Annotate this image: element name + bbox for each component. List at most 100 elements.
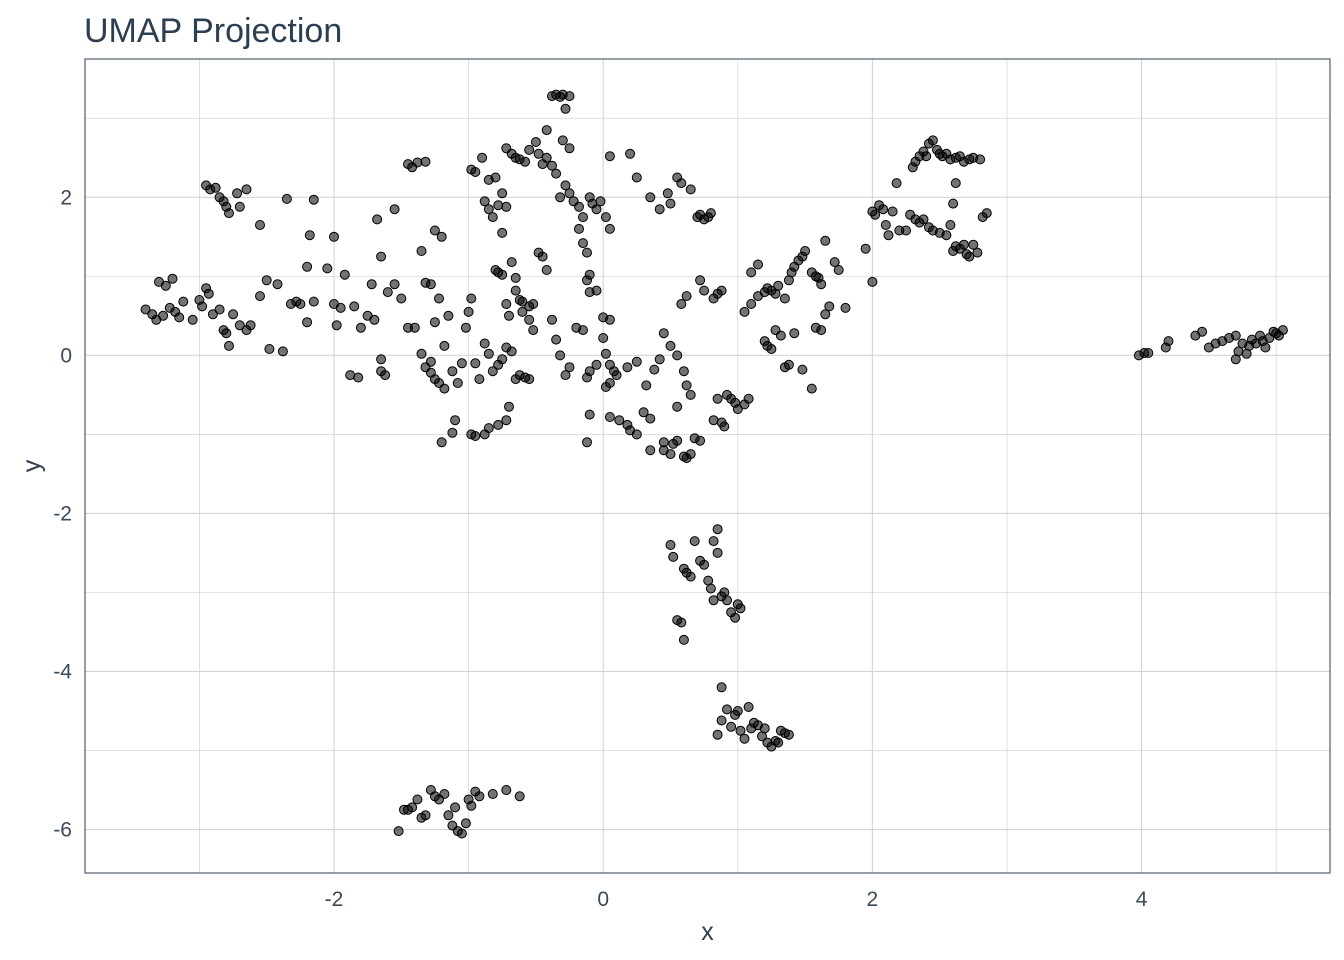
data-point <box>474 791 485 802</box>
y-tick-label: 0 <box>60 344 72 367</box>
data-point <box>302 261 313 272</box>
data-point <box>699 285 710 296</box>
data-point <box>766 344 777 354</box>
data-point <box>564 91 575 102</box>
data-point <box>870 209 881 220</box>
data-point <box>551 334 562 345</box>
data-point <box>708 595 719 606</box>
data-point <box>732 706 743 716</box>
plot-panel-border <box>84 58 1331 874</box>
data-point <box>207 309 218 320</box>
data-point <box>308 296 319 307</box>
data-point <box>739 306 750 317</box>
data-point <box>547 160 557 171</box>
data-point <box>555 192 566 203</box>
data-point <box>695 275 706 286</box>
data-point <box>964 251 975 262</box>
data-point <box>369 314 380 325</box>
data-point <box>958 239 969 250</box>
data-point <box>840 302 851 313</box>
data-point <box>941 230 952 241</box>
data-point <box>514 791 525 802</box>
data-point <box>595 196 606 207</box>
data-point <box>541 265 552 275</box>
data-point <box>746 299 757 309</box>
data-point <box>600 348 611 359</box>
data-point <box>705 583 716 594</box>
data-point <box>860 243 871 254</box>
data-point <box>685 184 696 195</box>
data-point <box>676 178 687 189</box>
data-point <box>732 404 743 415</box>
data-point <box>950 178 961 189</box>
data-point <box>719 587 730 598</box>
data-point <box>466 293 477 304</box>
data-point <box>726 721 737 732</box>
data-point <box>224 208 234 219</box>
data-point <box>584 366 595 377</box>
data-point <box>530 137 541 147</box>
data-point <box>735 603 746 614</box>
data-point <box>466 800 477 811</box>
data-point <box>800 246 811 256</box>
data-point <box>743 393 754 404</box>
data-point <box>591 204 602 215</box>
data-point <box>497 227 508 238</box>
data-point <box>614 415 625 426</box>
data-point <box>429 225 440 236</box>
data-point <box>447 366 458 377</box>
data-point <box>479 338 490 349</box>
data-point <box>779 293 790 304</box>
data-point <box>425 356 436 367</box>
data-point <box>302 317 313 328</box>
data-point <box>551 168 562 179</box>
data-point <box>678 634 689 645</box>
data-point <box>631 356 642 367</box>
grid-lines <box>85 59 1330 873</box>
data-point <box>416 348 427 359</box>
data-point <box>393 826 404 837</box>
data-point <box>735 725 746 736</box>
data-point <box>662 188 673 199</box>
data-point <box>339 269 350 280</box>
data-point <box>722 389 732 400</box>
data-point <box>443 310 454 321</box>
data-point <box>420 810 431 821</box>
data-point <box>497 269 508 280</box>
data-point <box>510 272 521 283</box>
data-point <box>234 201 245 212</box>
data-point <box>921 151 932 162</box>
data-point <box>975 154 986 165</box>
data-point <box>178 296 189 307</box>
data-point <box>380 370 391 381</box>
data-point <box>450 415 461 426</box>
data-point <box>504 401 514 412</box>
data-point <box>295 299 306 309</box>
data-point <box>604 223 615 234</box>
data-point <box>582 437 592 448</box>
data-point <box>604 412 615 422</box>
data-point <box>645 192 656 203</box>
data-point <box>672 350 683 361</box>
data-point <box>716 417 727 428</box>
data-point <box>574 201 584 212</box>
data-point <box>281 193 292 204</box>
data-point <box>510 285 521 296</box>
data-point <box>533 148 544 159</box>
data-point <box>439 789 450 799</box>
data-point <box>699 559 710 570</box>
data-point <box>224 340 234 351</box>
data-point <box>833 265 844 275</box>
data-point <box>658 328 669 339</box>
data-point <box>645 445 656 456</box>
data-point <box>140 304 151 315</box>
data-point <box>820 309 831 320</box>
data-point <box>255 220 265 230</box>
data-point <box>712 393 723 404</box>
data-point <box>564 362 575 373</box>
data-point <box>1230 354 1241 365</box>
data-point <box>187 314 198 325</box>
x-tick-label: -2 <box>325 888 344 911</box>
data-point <box>506 257 517 268</box>
y-tick-label: -2 <box>53 502 72 525</box>
